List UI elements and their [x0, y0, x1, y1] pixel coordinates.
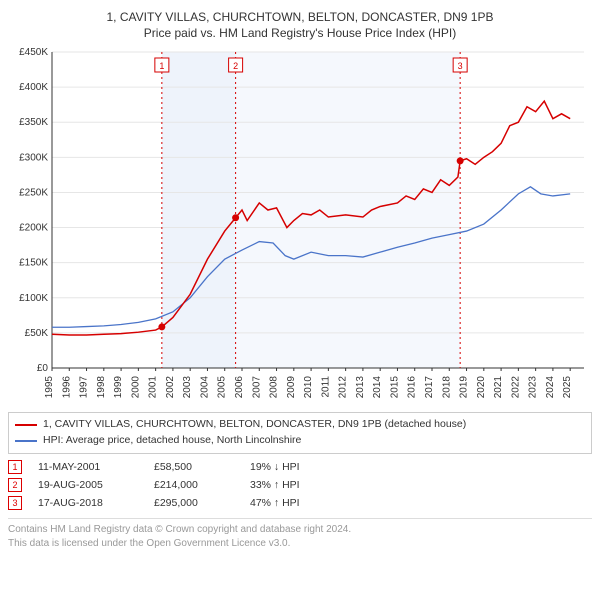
svg-text:2023: 2023	[528, 376, 539, 399]
svg-text:2012: 2012	[338, 376, 349, 399]
event-row: 3 17-AUG-2018 £295,000 47% ↑ HPI	[8, 494, 592, 512]
svg-text:£50K: £50K	[25, 328, 49, 339]
svg-text:1995: 1995	[44, 376, 55, 399]
svg-text:2017: 2017	[424, 376, 435, 399]
svg-text:2022: 2022	[510, 376, 521, 399]
svg-text:2004: 2004	[199, 376, 210, 399]
legend-swatch	[15, 424, 37, 426]
legend-label: HPI: Average price, detached house, Nort…	[43, 433, 301, 449]
svg-text:£100K: £100K	[19, 293, 48, 304]
svg-text:£450K: £450K	[19, 47, 48, 58]
svg-text:2016: 2016	[407, 376, 418, 399]
event-date: 19-AUG-2005	[38, 479, 138, 491]
event-row: 1 11-MAY-2001 £58,500 19% ↓ HPI	[8, 458, 592, 476]
svg-text:1998: 1998	[96, 376, 107, 399]
legend-item: HPI: Average price, detached house, Nort…	[15, 433, 585, 449]
event-delta: 33% ↑ HPI	[250, 479, 350, 491]
svg-text:2006: 2006	[234, 376, 245, 399]
svg-text:2009: 2009	[286, 376, 297, 399]
svg-text:2003: 2003	[182, 376, 193, 399]
legend-item: 1, CAVITY VILLAS, CHURCHTOWN, BELTON, DO…	[15, 417, 585, 433]
svg-text:£200K: £200K	[19, 223, 48, 234]
event-price: £58,500	[154, 461, 234, 473]
legend-swatch	[15, 440, 37, 442]
legend-label: 1, CAVITY VILLAS, CHURCHTOWN, BELTON, DO…	[43, 417, 466, 433]
events-table: 1 11-MAY-2001 £58,500 19% ↓ HPI 2 19-AUG-2005…	[8, 458, 592, 512]
credit-line: This data is licensed under the Open Gov…	[8, 537, 592, 551]
svg-text:£400K: £400K	[19, 82, 48, 93]
event-marker: 2	[8, 478, 22, 492]
svg-text:2014: 2014	[372, 376, 383, 399]
svg-text:2024: 2024	[545, 376, 556, 399]
svg-text:2001: 2001	[148, 376, 159, 399]
svg-text:2005: 2005	[217, 376, 228, 399]
credits: Contains HM Land Registry data © Crown c…	[8, 518, 592, 551]
event-date: 17-AUG-2018	[38, 497, 138, 509]
svg-text:2019: 2019	[459, 376, 470, 399]
svg-text:£0: £0	[37, 363, 49, 374]
event-delta: 47% ↑ HPI	[250, 497, 350, 509]
svg-text:1997: 1997	[79, 376, 90, 399]
event-price: £295,000	[154, 497, 234, 509]
svg-text:1999: 1999	[113, 376, 124, 399]
event-delta: 19% ↓ HPI	[250, 461, 350, 473]
event-marker: 3	[8, 496, 22, 510]
svg-text:2007: 2007	[251, 376, 262, 399]
svg-text:2020: 2020	[476, 376, 487, 399]
svg-text:£350K: £350K	[19, 117, 48, 128]
event-price: £214,000	[154, 479, 234, 491]
svg-text:1: 1	[159, 61, 164, 71]
svg-text:2018: 2018	[441, 376, 452, 399]
credit-line: Contains HM Land Registry data © Crown c…	[8, 523, 592, 537]
event-date: 11-MAY-2001	[38, 461, 138, 473]
page-title: 1, CAVITY VILLAS, CHURCHTOWN, BELTON, DO…	[8, 10, 592, 24]
svg-text:2008: 2008	[269, 376, 280, 399]
svg-text:2021: 2021	[493, 376, 504, 399]
svg-text:3: 3	[458, 61, 463, 71]
svg-text:2015: 2015	[389, 376, 400, 399]
page-subtitle: Price paid vs. HM Land Registry's House …	[8, 26, 592, 40]
chart-svg: £0 £50K £100K £150K £200K £250K £300K £350K £400…	[8, 46, 592, 406]
event-row: 2 19-AUG-2005 £214,000 33% ↑ HPI	[8, 476, 592, 494]
svg-text:2000: 2000	[130, 376, 141, 399]
svg-text:2025: 2025	[562, 376, 573, 399]
svg-text:2: 2	[233, 61, 238, 71]
price-chart: £0 £50K £100K £150K £200K £250K £300K £350K £400…	[8, 46, 592, 406]
svg-text:2011: 2011	[320, 376, 331, 398]
svg-text:£300K: £300K	[19, 152, 48, 163]
svg-text:£250K: £250K	[19, 187, 48, 198]
svg-text:2013: 2013	[355, 376, 366, 399]
svg-text:2010: 2010	[303, 376, 314, 399]
event-marker: 1	[8, 460, 22, 474]
svg-text:1996: 1996	[61, 376, 72, 399]
svg-text:£150K: £150K	[19, 258, 48, 269]
legend: 1, CAVITY VILLAS, CHURCHTOWN, BELTON, DO…	[8, 412, 592, 454]
svg-text:2002: 2002	[165, 376, 176, 399]
